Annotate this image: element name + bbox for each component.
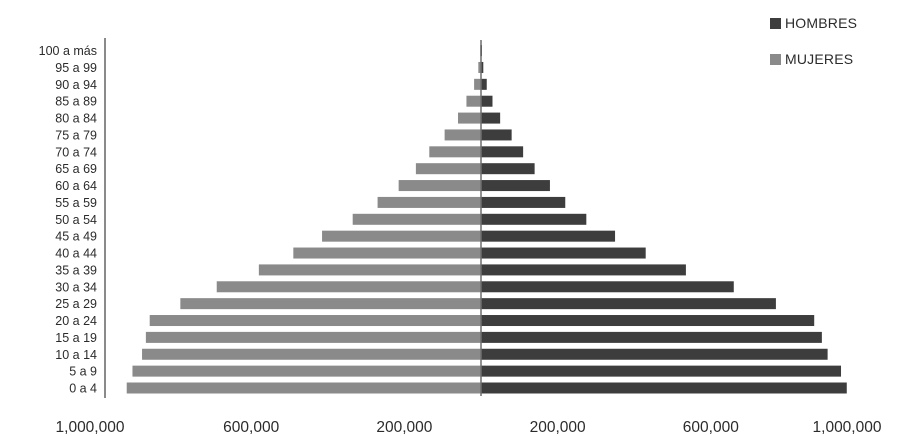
category-label: 60 a 64: [55, 179, 97, 193]
bar-mujeres-25-a-29: [180, 298, 481, 310]
bar-mujeres-65-a-69: [415, 163, 481, 175]
category-label: 5 a 9: [69, 365, 97, 379]
category-label: 15 a 19: [55, 331, 97, 345]
bar-hombres-80-a-84: [481, 112, 501, 124]
legend-label-mujeres: MUJERES: [785, 51, 854, 67]
bar-mujeres-55-a-59: [377, 196, 481, 208]
category-label: 50 a 54: [55, 213, 97, 227]
bar-hombres-25-a-29: [481, 298, 776, 310]
bar-mujeres-35-a-39: [258, 264, 481, 276]
category-label: 65 a 69: [55, 162, 97, 176]
x-tick-label: 1,000,000: [813, 419, 882, 436]
legend-label-hombres: HOMBRES: [785, 15, 858, 31]
legend-item-hombres: HOMBRES: [770, 12, 857, 34]
bar-mujeres-95-a-99: [478, 61, 481, 73]
bar-mujeres-70-a-74: [429, 146, 481, 158]
bar-hombres-75-a-79: [481, 129, 512, 141]
bar-hombres-90-a-94: [481, 78, 487, 90]
x-tick-label: 600,000: [683, 419, 739, 436]
bar-hombres-70-a-74: [481, 146, 524, 158]
category-label: 10 a 14: [55, 348, 97, 362]
category-label: 25 a 29: [55, 297, 97, 311]
legend-swatch-mujeres: [770, 53, 781, 65]
category-label: 70 a 74: [55, 145, 97, 159]
bar-mujeres-0-a-4: [126, 382, 481, 394]
x-tick-label: 1,000,000: [56, 419, 125, 436]
category-label: 95 a 99: [55, 61, 97, 75]
category-label: 85 a 89: [55, 95, 97, 109]
legend-swatch-hombres: [770, 17, 781, 29]
bar-hombres-10-a-14: [481, 348, 828, 360]
bar-hombres-0-a-4: [481, 382, 847, 394]
category-label: 100 a más: [39, 44, 97, 58]
legend: HOMBRES MUJERES: [770, 12, 857, 84]
bar-mujeres-50-a-54: [352, 213, 481, 225]
bar-mujeres-15-a-19: [145, 331, 481, 343]
bar-hombres-85-a-89: [481, 95, 493, 107]
bar-hombres-5-a-9: [481, 365, 842, 377]
bar-mujeres-10-a-14: [142, 348, 482, 360]
category-label: 20 a 24: [55, 314, 97, 328]
bar-mujeres-75-a-79: [444, 129, 481, 141]
category-label: 80 a 84: [55, 112, 97, 126]
category-label: 40 a 44: [55, 247, 97, 261]
bar-mujeres-40-a-44: [293, 247, 481, 259]
bar-hombres-55-a-59: [481, 196, 566, 208]
bar-mujeres-5-a-9: [132, 365, 481, 377]
bar-mujeres-90-a-94: [474, 78, 481, 90]
category-label: 75 a 79: [55, 128, 97, 142]
bar-mujeres-30-a-34: [216, 281, 482, 293]
x-tick-label: 200,000: [376, 419, 432, 436]
bar-hombres-95-a-99: [481, 61, 484, 73]
x-tick-label: 200,000: [530, 419, 586, 436]
category-label: 55 a 59: [55, 196, 97, 210]
category-label: 45 a 49: [55, 230, 97, 244]
bar-mujeres-60-a-64: [398, 180, 481, 192]
bar-mujeres-45-a-49: [322, 230, 481, 242]
bar-hombres-65-a-69: [481, 163, 535, 175]
bar-hombres-30-a-34: [481, 281, 734, 293]
legend-item-mujeres: MUJERES: [770, 48, 857, 70]
bar-mujeres-80-a-84: [458, 112, 481, 124]
bar-hombres-20-a-24: [481, 315, 815, 327]
bar-mujeres-20-a-24: [149, 315, 481, 327]
bar-hombres-35-a-39: [481, 264, 686, 276]
x-tick-label: 600,000: [223, 419, 279, 436]
bar-mujeres-85-a-89: [466, 95, 481, 107]
category-label: 35 a 39: [55, 263, 97, 277]
bar-hombres-45-a-49: [481, 230, 616, 242]
category-label: 30 a 34: [55, 280, 97, 294]
bar-hombres-60-a-64: [481, 180, 550, 192]
category-label: 0 a 4: [69, 382, 97, 396]
bar-hombres-50-a-54: [481, 213, 587, 225]
bar-hombres-15-a-19: [481, 331, 822, 343]
bar-hombres-40-a-44: [481, 247, 646, 259]
category-label: 90 a 94: [55, 78, 97, 92]
